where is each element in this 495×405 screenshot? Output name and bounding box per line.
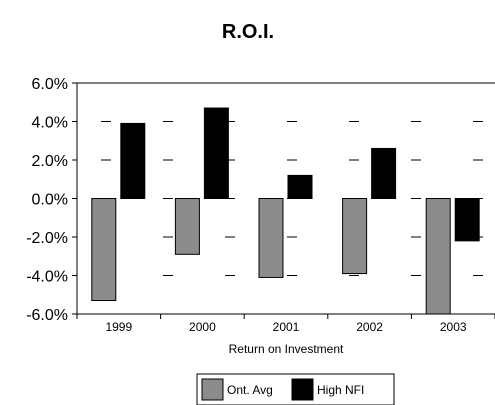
x-tick-label-2000: 2000: [189, 320, 216, 334]
x-tick-label-2001: 2001: [273, 320, 300, 334]
y-tick-label-6: -6.0%: [26, 307, 68, 324]
bar-ont-avg-2003: [425, 198, 451, 315]
legend-label-0: Ont. Avg: [227, 383, 273, 397]
x-axis-label: Return on Investment: [229, 342, 344, 356]
x-tick-label-1999: 1999: [105, 320, 132, 334]
y-tick-label-4: -2.0%: [26, 230, 68, 247]
x-tick-label-2002: 2002: [356, 320, 383, 334]
legend-swatch-1: [291, 378, 314, 401]
bar-ont-avg-2001: [258, 198, 284, 278]
bar-high-nfi-2000: [203, 107, 229, 199]
bar-high-nfi-2003: [454, 198, 480, 242]
bar-high-nfi-2002: [371, 147, 397, 199]
legend: Ont. Avg High NFI: [196, 373, 395, 405]
y-tick-label-5: -4.0%: [26, 269, 68, 286]
y-tick-label-3: 0.0%: [32, 192, 68, 209]
plot-area: 6.0% 4.0% 2.0% 0.0% -2.0% -4.0% -6.0% 1999 2000…: [26, 76, 495, 334]
y-tick-label-2: 2.0%: [32, 153, 68, 170]
bar-high-nfi-2001: [287, 174, 313, 199]
y-tick-labels: 6.0% 4.0% 2.0% 0.0% -2.0% -4.0% -6.0%: [26, 76, 68, 324]
legend-label-1: High NFI: [317, 383, 364, 397]
bar-ont-avg-2000: [174, 198, 200, 255]
bars: [91, 107, 480, 315]
x-tick-labels: 1999 2000 2001 2002 2003: [105, 320, 466, 334]
legend-swatch-0: [201, 378, 224, 401]
bar-ont-avg-1999: [91, 198, 117, 302]
axes: [72, 82, 495, 319]
x-tick-label-2003: 2003: [440, 320, 467, 334]
bar-ont-avg-2002: [342, 198, 368, 275]
bar-high-nfi-1999: [120, 122, 146, 199]
chart-title: R.O.I.: [222, 21, 274, 43]
y-tick-label-0: 6.0%: [32, 76, 68, 93]
y-tick-label-1: 4.0%: [32, 115, 68, 132]
